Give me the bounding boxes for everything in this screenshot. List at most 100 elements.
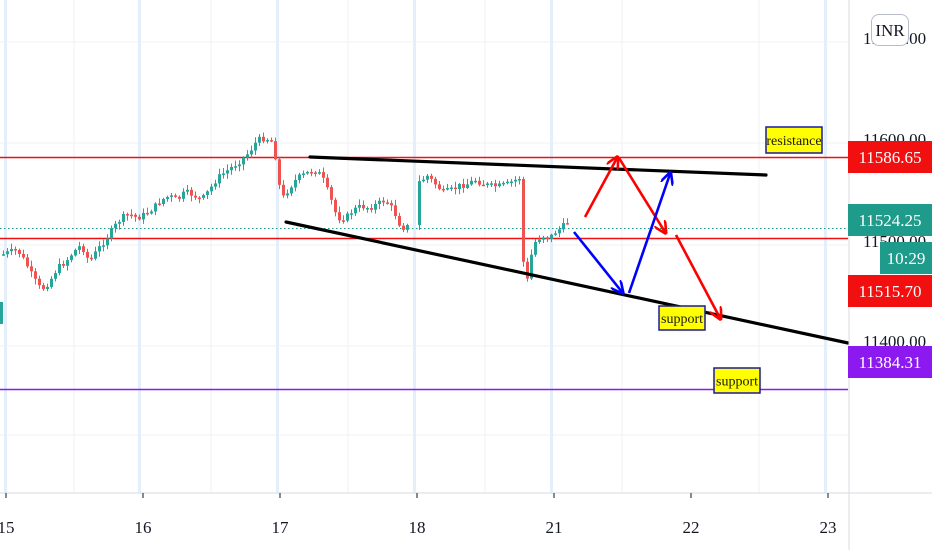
candle <box>358 199 361 212</box>
candle-body <box>58 263 61 274</box>
candle-body <box>482 184 485 187</box>
candle <box>470 176 473 186</box>
candle-body <box>302 173 305 176</box>
annotation-label: resistance <box>765 126 823 154</box>
candle-body <box>450 187 453 190</box>
candle <box>318 169 321 175</box>
price-axis[interactable]: 11700.0011600.0011500.0011400.0011586.65… <box>848 0 932 550</box>
candle <box>118 219 121 230</box>
candlestick-series <box>0 132 569 324</box>
candle-body <box>186 189 189 192</box>
chart-grid <box>0 0 848 493</box>
x-tick-label: 23 <box>820 518 837 537</box>
candle <box>510 178 513 187</box>
session-separator <box>138 0 141 493</box>
candle-body <box>338 212 341 221</box>
candle <box>266 138 269 144</box>
candle-body <box>294 180 297 188</box>
candle <box>114 220 117 233</box>
price-tag-bg <box>848 204 932 236</box>
candle-body <box>26 257 29 267</box>
price-tag-label: 11524.25 <box>858 211 921 230</box>
annotation-text: support <box>661 312 703 327</box>
candle <box>398 212 401 228</box>
candle-body <box>390 203 393 206</box>
candle-body <box>22 253 25 258</box>
candle <box>178 195 181 202</box>
candle-body <box>366 208 369 210</box>
candle <box>194 191 197 200</box>
candle <box>70 253 73 263</box>
candle-body <box>250 150 253 155</box>
price-tag: 11524.25 <box>848 204 932 236</box>
candle-body <box>242 157 245 165</box>
candle <box>334 197 337 217</box>
session-separator <box>550 0 553 493</box>
candle <box>502 181 505 187</box>
candle <box>446 183 449 191</box>
candle <box>94 246 97 261</box>
candle <box>462 178 465 193</box>
candle <box>294 174 297 192</box>
candle-body <box>66 260 69 266</box>
candle-body <box>162 198 165 204</box>
time-axis[interactable]: 15 16 17 18 21 22 23 <box>0 492 932 537</box>
session-separator <box>4 0 7 493</box>
candle-body <box>206 191 209 195</box>
annotations: resistance support support <box>658 126 823 394</box>
candle-body <box>42 285 45 290</box>
candle <box>154 202 157 216</box>
candle <box>30 260 33 278</box>
candle-body <box>174 195 177 197</box>
annotation-box <box>658 305 706 331</box>
candle-body <box>146 212 149 215</box>
candle-body <box>226 170 229 174</box>
candle-body <box>130 214 133 217</box>
candle <box>198 196 201 204</box>
candle-body <box>18 249 21 254</box>
candle-body <box>494 183 497 187</box>
candle-body <box>514 179 517 182</box>
annotation-label: support <box>713 367 761 394</box>
candle <box>262 132 265 144</box>
candle <box>254 137 257 156</box>
currency-button[interactable]: INR <box>871 14 909 46</box>
candle-body <box>78 246 81 250</box>
candle-body <box>566 223 569 225</box>
candle-body <box>102 245 105 247</box>
candle <box>86 248 89 263</box>
candle-body <box>526 261 529 279</box>
candle <box>182 188 185 202</box>
candle <box>50 276 53 289</box>
candle-body <box>322 172 325 178</box>
candle-body <box>462 184 465 188</box>
candle-body <box>454 187 457 190</box>
candle-body <box>166 196 169 199</box>
candle-body <box>74 249 77 256</box>
candle-body <box>498 183 501 187</box>
candle-body <box>150 211 153 214</box>
projection-arrow <box>674 234 720 318</box>
candle-body <box>262 136 265 142</box>
candle <box>26 253 29 269</box>
x-tick-label: 17 <box>272 518 290 537</box>
candle <box>394 199 397 220</box>
candle-body <box>94 251 97 259</box>
support-trendline <box>284 220 850 345</box>
candle <box>306 170 309 175</box>
candle-body <box>386 202 389 204</box>
session-separators <box>4 0 827 493</box>
candle <box>458 182 461 195</box>
candle <box>298 172 301 184</box>
candle-body <box>318 172 321 174</box>
candle-body <box>258 136 261 143</box>
candle-body <box>98 246 101 252</box>
candle-body <box>122 214 125 222</box>
candle-body <box>522 179 525 262</box>
candle-body <box>2 254 5 256</box>
candle-body <box>382 200 385 203</box>
candle <box>326 174 329 190</box>
candle <box>402 222 405 233</box>
candle-body <box>194 195 197 198</box>
